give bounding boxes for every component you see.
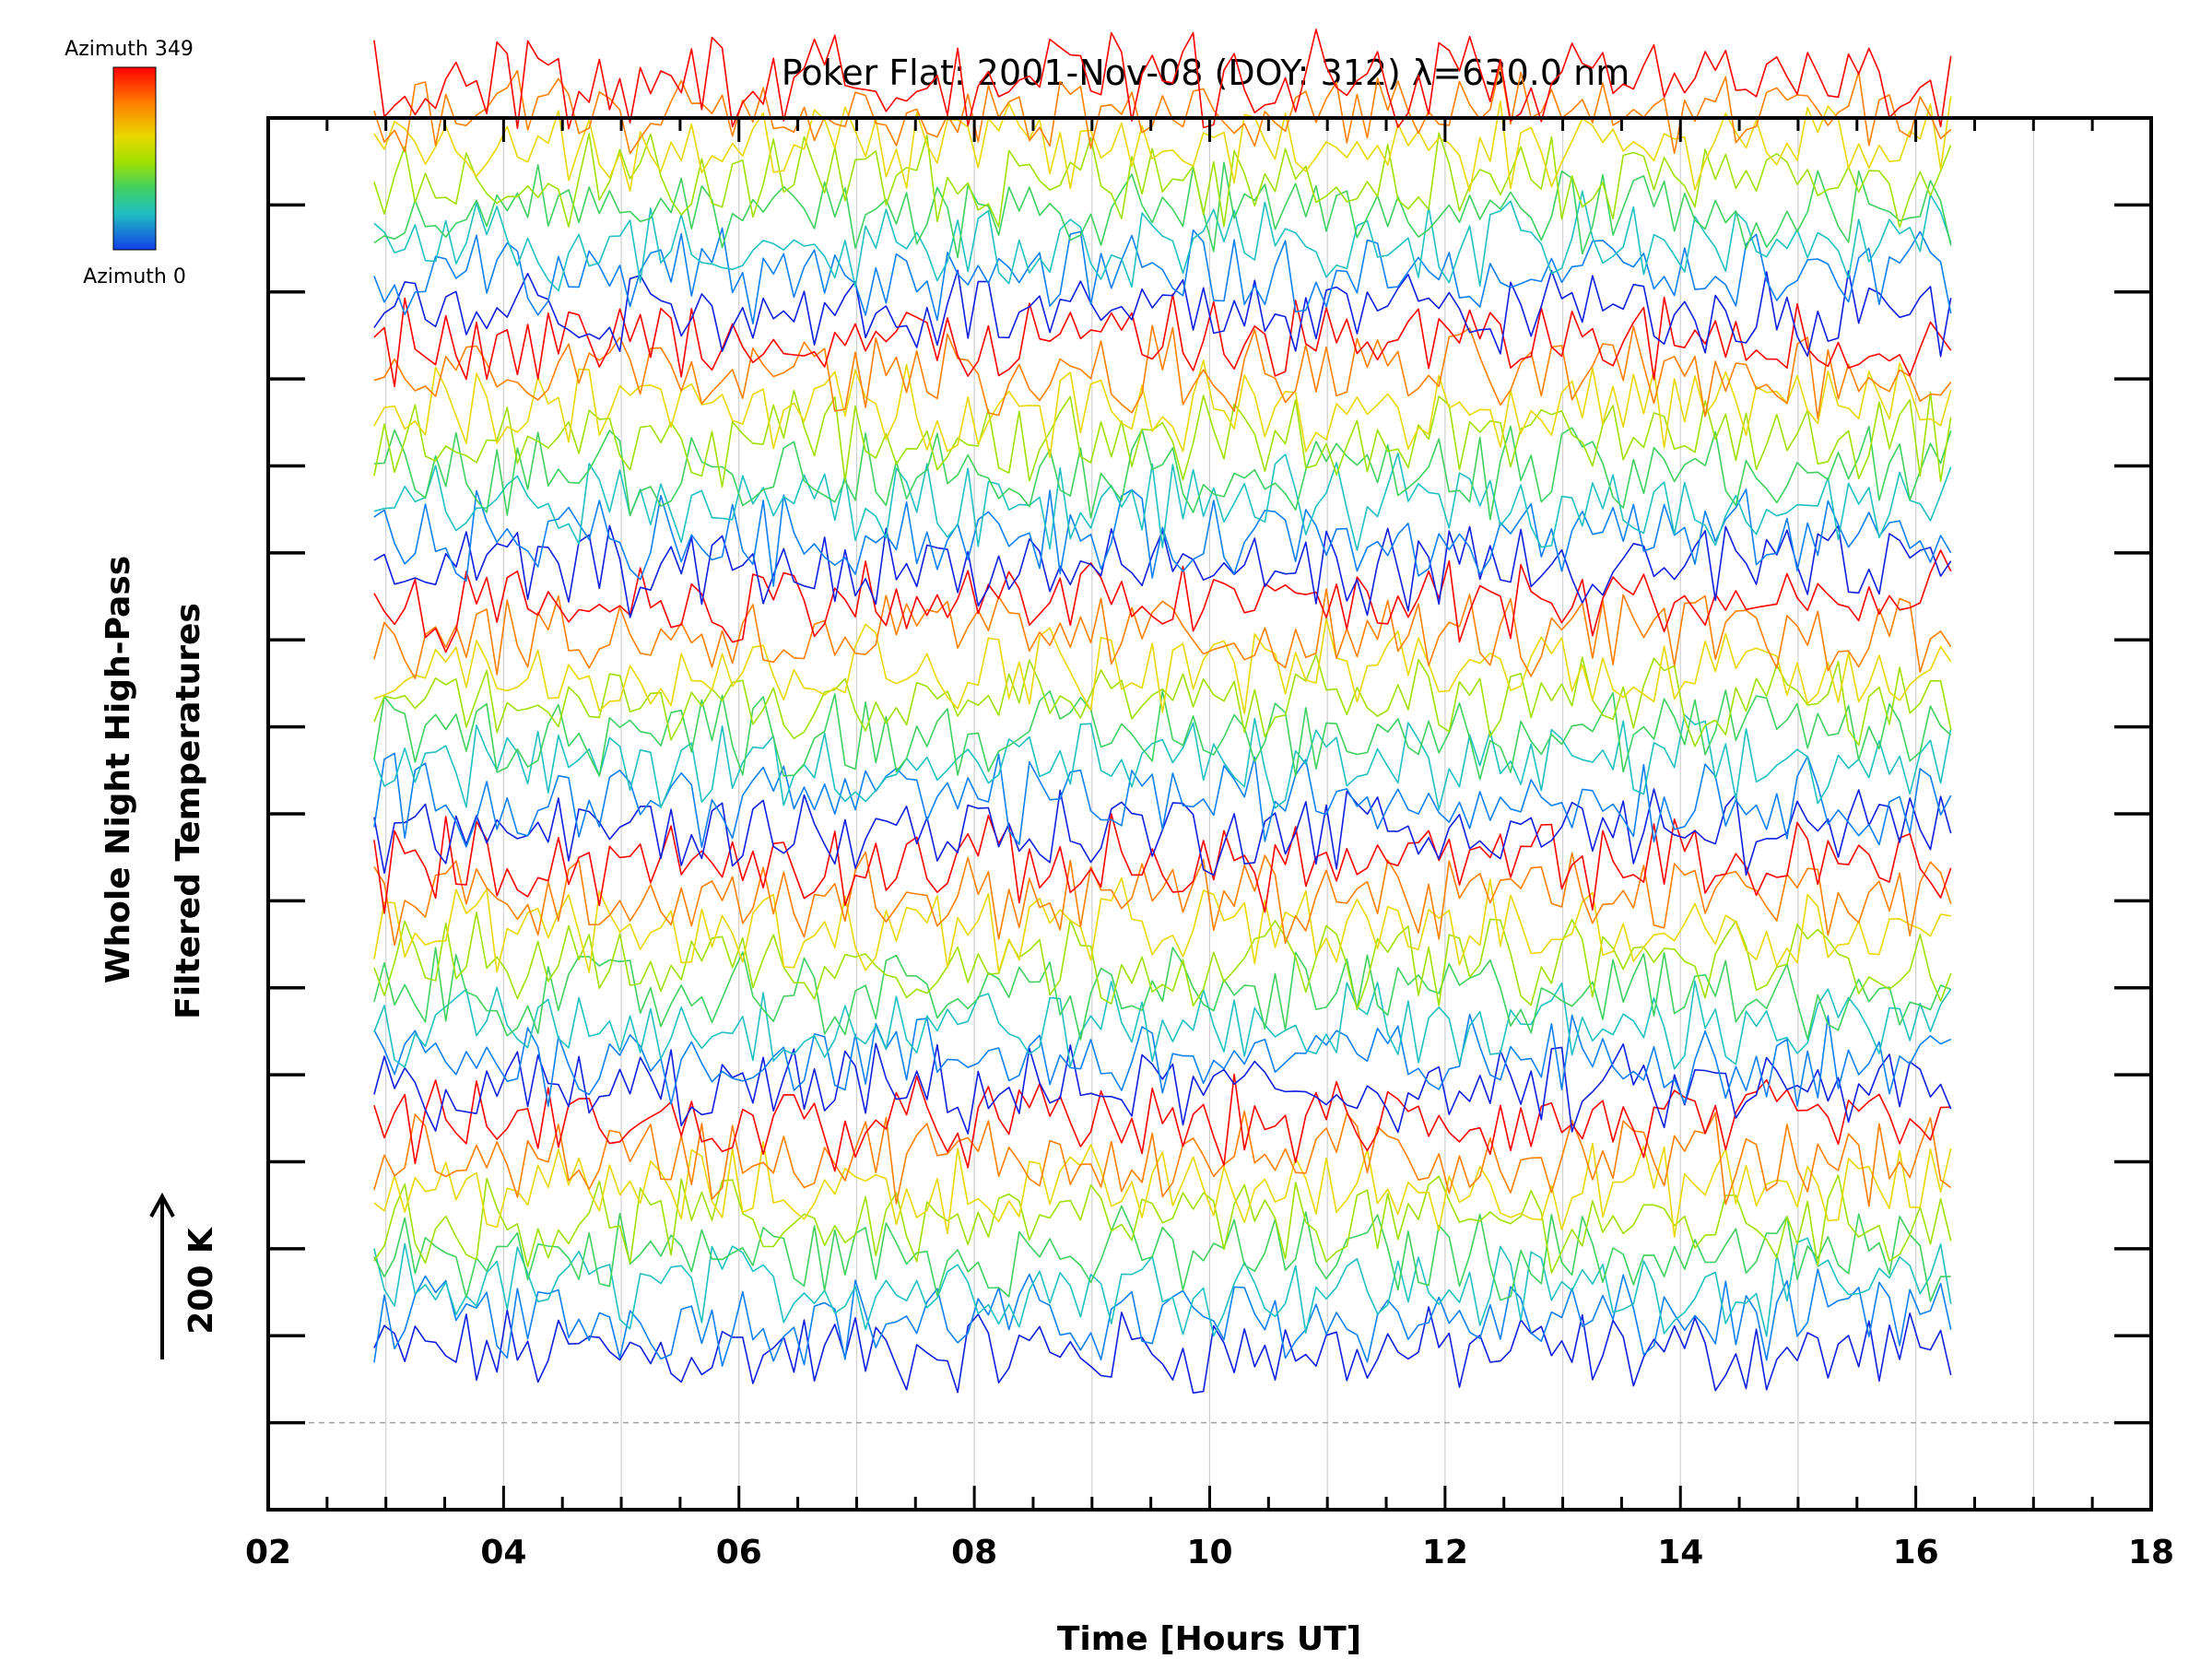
series-line <box>373 1073 1951 1172</box>
series-line <box>373 851 1952 947</box>
x-tick-label: 04 <box>480 1534 526 1571</box>
series-line <box>373 911 1952 1011</box>
x-tick-label: 16 <box>1893 1534 1939 1571</box>
x-tick-label: 10 <box>1186 1534 1232 1571</box>
scale-arrow-head <box>149 1192 175 1218</box>
series-line <box>373 788 1952 877</box>
series-line <box>373 947 1951 1041</box>
colorbar-top-label: Azimuth 349 <box>65 38 194 61</box>
series-line <box>373 269 1952 358</box>
series-line <box>373 689 1952 781</box>
x-tick-label: 02 <box>245 1534 291 1571</box>
x-tick-label: 14 <box>1657 1534 1703 1571</box>
series-line <box>373 588 1952 680</box>
series-line <box>373 1110 1952 1207</box>
series-line <box>373 1306 1952 1394</box>
series-line <box>373 1174 1952 1274</box>
series-line <box>373 425 1952 521</box>
series-line <box>373 1042 1952 1135</box>
colorbar-bottom-label: Azimuth 0 <box>83 265 186 288</box>
series-line <box>373 1205 1951 1302</box>
axis-ticks: 02 04 06 08 10 12 14 16 18 <box>245 118 2174 1571</box>
series-line <box>373 618 1952 714</box>
x-tick-label: 12 <box>1422 1534 1468 1571</box>
series-line <box>373 190 1952 292</box>
series-line <box>373 980 1952 1070</box>
series-line <box>373 877 1951 973</box>
series-line <box>373 293 1952 388</box>
series-line <box>373 29 1952 130</box>
series-line <box>373 713 1952 811</box>
series-line <box>373 359 1952 458</box>
series-line <box>373 389 1952 488</box>
series-line <box>373 752 1952 848</box>
series-line <box>373 1141 1952 1238</box>
series-line <box>373 161 1952 259</box>
series-line <box>373 324 1952 420</box>
series-line <box>373 1268 1952 1367</box>
series-line <box>373 227 1952 325</box>
series-line <box>373 1237 1952 1337</box>
series-group <box>373 29 1952 1394</box>
y-axis-label-line2: Filtered Temperatures <box>170 603 207 1019</box>
series-line <box>373 653 1952 747</box>
x-axis-label: Time [Hours UT] <box>1057 1620 1361 1658</box>
series-line <box>373 96 1952 193</box>
series-line <box>373 549 1952 653</box>
colorbar <box>112 66 157 251</box>
series-line <box>373 813 1952 914</box>
x-tick-label: 06 <box>716 1534 762 1571</box>
series-line <box>373 64 1952 155</box>
chart-title: Poker Flat: 2001-Nov-08 (DOY: 312) λ=630… <box>782 53 1630 93</box>
x-tick-label: 08 <box>951 1534 997 1571</box>
scale-label: 200 K <box>182 1227 220 1335</box>
series-line <box>373 132 1952 229</box>
series-line <box>373 488 1952 587</box>
series-line <box>373 452 1952 551</box>
x-tick-label: 18 <box>2128 1534 2174 1571</box>
y-axis-label-line1: Whole Night High-Pass <box>100 556 137 983</box>
